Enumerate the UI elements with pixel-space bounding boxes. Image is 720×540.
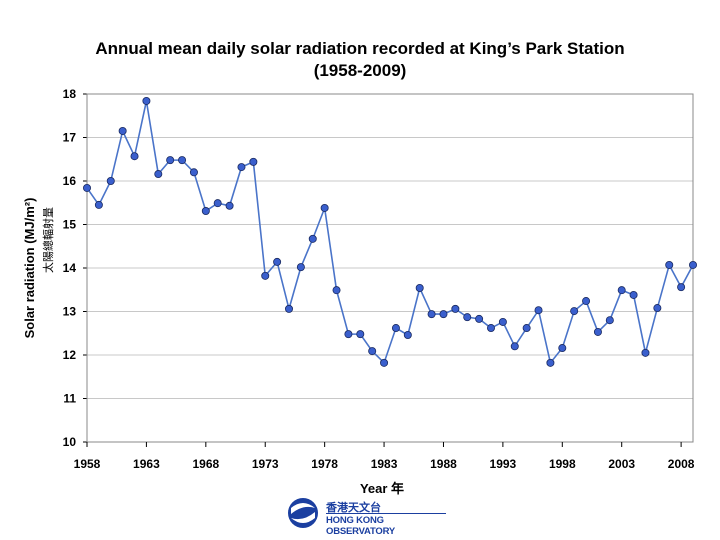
y-tick-label: 12 <box>63 348 77 362</box>
data-point <box>677 283 686 292</box>
y-tick-label: 15 <box>63 218 77 232</box>
data-point <box>582 297 591 306</box>
data-point <box>439 310 448 319</box>
data-point <box>332 286 341 295</box>
x-axis-label: Year 年 <box>360 481 404 496</box>
y-tick-label: 18 <box>63 87 77 101</box>
x-tick-label: 1988 <box>430 457 457 471</box>
data-point <box>320 203 329 212</box>
data-point <box>178 156 187 165</box>
data-point <box>617 286 626 295</box>
data-point <box>427 310 436 319</box>
x-tick-label: 1973 <box>252 457 279 471</box>
data-point <box>486 324 495 333</box>
x-tick-label: 1968 <box>192 457 219 471</box>
data-point <box>356 330 365 339</box>
x-tick-label: 1993 <box>490 457 517 471</box>
data-point <box>83 183 92 192</box>
data-point <box>546 358 555 367</box>
data-point <box>213 199 222 208</box>
y-tick-label: 13 <box>63 305 77 319</box>
title-line-2: (1958-2009) <box>313 61 407 80</box>
y-axis-label: Solar radiation (MJ/m²) <box>22 198 37 339</box>
y-axis-label-zh: 太陽總輻射量 <box>41 207 55 273</box>
logo-text-en: HONG KONG OBSERVATORY <box>326 513 446 537</box>
data-point <box>391 324 400 333</box>
x-tick-label: 1978 <box>311 457 338 471</box>
data-point <box>284 304 293 313</box>
data-point <box>118 126 127 135</box>
data-point <box>593 327 602 336</box>
y-tick-label: 11 <box>63 392 76 406</box>
data-point <box>142 96 151 105</box>
data-point <box>534 306 543 315</box>
data-point <box>522 324 531 333</box>
data-point <box>475 314 484 323</box>
series-line <box>86 100 694 365</box>
logo-text-zh: 香港天文台 <box>326 502 381 514</box>
data-point <box>368 347 377 356</box>
data-point <box>498 317 507 326</box>
y-tick-label: 14 <box>63 261 77 275</box>
x-tick-label: 1983 <box>371 457 398 471</box>
y-tick-label: 16 <box>63 174 77 188</box>
data-point <box>558 344 567 353</box>
x-tick-label: 2008 <box>668 457 695 471</box>
data-point <box>510 342 519 351</box>
hko-logo: 香港天文台 HONG KONG OBSERVATORY <box>286 496 446 537</box>
y-tick-label: 17 <box>63 131 77 145</box>
data-point <box>653 304 662 313</box>
data-point <box>344 330 353 339</box>
data-point <box>189 168 198 177</box>
data-point <box>249 157 258 166</box>
data-point <box>463 313 472 322</box>
data-point <box>605 316 614 325</box>
hko-emblem-icon <box>288 498 318 528</box>
data-point <box>689 260 698 269</box>
data-point <box>308 234 317 243</box>
data-point <box>225 201 234 210</box>
data-point <box>130 152 139 161</box>
data-point <box>94 200 103 209</box>
data-point <box>641 348 650 357</box>
data-point <box>166 156 175 165</box>
data-point <box>570 307 579 316</box>
line-chart: 10 11 12 13 14 15 16 17 18 1958 1963 1968 1973 1978 19… <box>22 87 698 496</box>
data-point <box>201 207 210 216</box>
title-line-1: Annual mean daily solar radiation record… <box>95 39 625 58</box>
data-point <box>154 170 163 179</box>
x-tick-label: 1963 <box>133 457 160 471</box>
data-point <box>665 260 674 269</box>
chart-title: Annual mean daily solar radiation record… <box>0 38 720 82</box>
x-tick-label: 1998 <box>549 457 576 471</box>
data-point <box>261 271 270 280</box>
data-point <box>629 290 638 299</box>
data-point <box>415 284 424 293</box>
y-tick-label: 10 <box>63 435 77 449</box>
data-point <box>451 304 460 313</box>
data-point <box>106 176 115 185</box>
x-tick-label: 1958 <box>74 457 101 471</box>
data-point <box>380 358 389 367</box>
data-point <box>237 163 246 172</box>
x-tick-label: 2003 <box>608 457 635 471</box>
data-point <box>273 257 282 266</box>
data-point <box>296 263 305 272</box>
data-point <box>403 330 412 339</box>
